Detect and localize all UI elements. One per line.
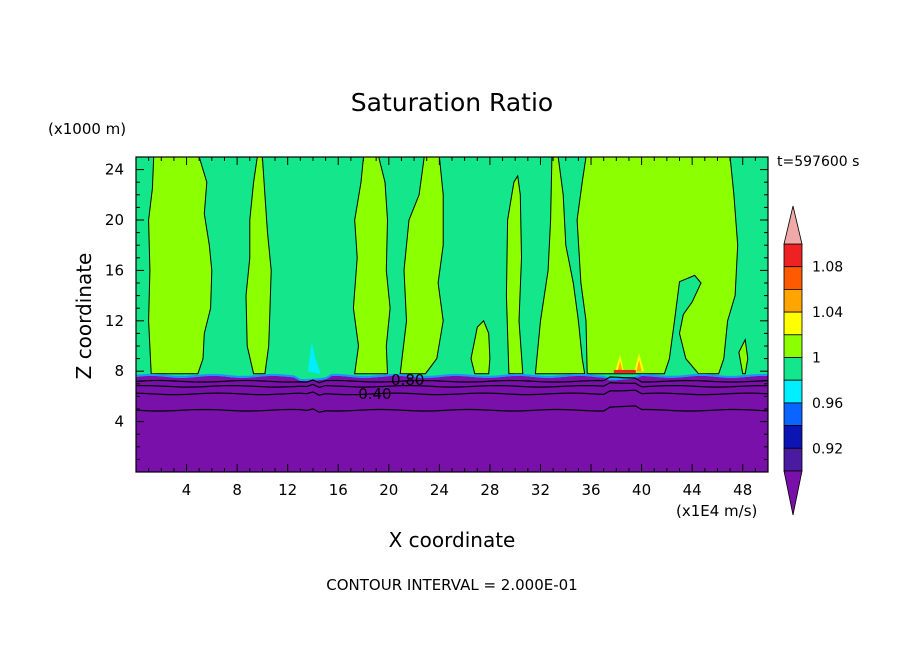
contour-line-1 (136, 376, 768, 384)
y-tick-label: 20 (105, 211, 124, 229)
contour-region-supersat-9 (738, 338, 749, 375)
y-tick-label: 16 (105, 261, 124, 279)
contour-region-supersat-1 (148, 157, 213, 375)
hotspot-orange-1 (617, 361, 623, 372)
colorbar-min-arrow (783, 470, 803, 516)
colorbar-bin (783, 288, 803, 313)
contour-boundary-line (136, 373, 768, 381)
contour-label-2: 0.40 (358, 385, 391, 403)
x-tick-label: 32 (531, 481, 550, 499)
colorbar-tick-label: 1.04 (812, 305, 843, 321)
colorbar-bin (783, 266, 803, 290)
hotspot-cyan (307, 342, 321, 374)
contour-region-dry-layer (136, 375, 768, 472)
contour-region-supersat-8 (576, 157, 739, 375)
colorbar-bin (783, 311, 803, 336)
chart-title: Saturation Ratio (350, 88, 554, 117)
x-tick-label: 48 (733, 481, 752, 499)
colorbar-max-arrow (783, 205, 803, 245)
colorbar-tick-label: 0.92 (812, 441, 843, 457)
time-label: t=597600 s (777, 154, 860, 170)
contour-region-supersat-5 (470, 319, 491, 375)
x-axis: 4 8 12 16 20 24 28 32 36 40 44 48 (148, 157, 756, 499)
contour-region-supersat-7 (534, 157, 586, 375)
colorbar-bin (783, 447, 803, 472)
x-axis-label: X coordinate (0, 528, 904, 552)
contour-label-1: 0.80 (391, 371, 424, 389)
contour-line-2 (136, 382, 768, 389)
y-tick-label: 12 (105, 312, 124, 330)
x-axis-label-text: X coordinate (388, 528, 516, 552)
contour-region-supersat-2 (245, 157, 272, 375)
contour-region-supersat-3 (352, 157, 391, 375)
x-tick-label: 20 (379, 481, 398, 499)
colorbar-bin (783, 379, 803, 404)
y-axis: 4 8 12 16 20 24 (105, 161, 768, 460)
colorbar-tick-label: 0.96 (812, 396, 843, 412)
colorbar-tick-label: 1.08 (812, 260, 843, 276)
contour-line-3 (136, 389, 768, 396)
y-axis-label: Z coordinate (72, 252, 96, 380)
hotspot-red (613, 369, 636, 373)
contour-region-supersat-6 (505, 174, 524, 375)
x-tick-label: 40 (632, 481, 651, 499)
colorbar-bin (783, 243, 803, 268)
contour-interval-note: CONTOUR INTERVAL = 2.000E-01 (326, 576, 578, 594)
x-tick-label: 4 (182, 481, 192, 499)
y-tick-label: 8 (114, 362, 124, 380)
x-tick-label: 16 (329, 481, 348, 499)
contour-fill-group (136, 157, 768, 472)
colorbar: 0.92 0.96 1 1.04 1.08 (783, 205, 843, 516)
x-tick-label: 36 (581, 481, 600, 499)
contour-line-4 (136, 405, 768, 413)
x-axis-unit: (x1E4 m/s) (676, 502, 758, 520)
y-tick-label: 24 (105, 161, 124, 179)
colorbar-tick-label: 1 (812, 351, 821, 367)
y-tick-label: 4 (114, 413, 124, 431)
y-axis-unit: (x1000 m) (48, 120, 127, 138)
x-tick-label: 44 (683, 481, 702, 499)
x-tick-label: 12 (278, 481, 297, 499)
hotspot-orange-2 (636, 359, 642, 372)
contour-region-supersat-4 (399, 157, 444, 375)
colorbar-bin (783, 402, 803, 426)
plot-area: 0.800.40 (135, 156, 769, 473)
x-tick-label: 8 (232, 481, 242, 499)
x-tick-label: 24 (430, 481, 449, 499)
hotspot-yellow-1 (615, 354, 624, 372)
colorbar-bin (783, 357, 803, 381)
colorbar-bin (783, 334, 803, 358)
colorbar-bin (783, 425, 803, 449)
x-tick-label: 28 (480, 481, 499, 499)
